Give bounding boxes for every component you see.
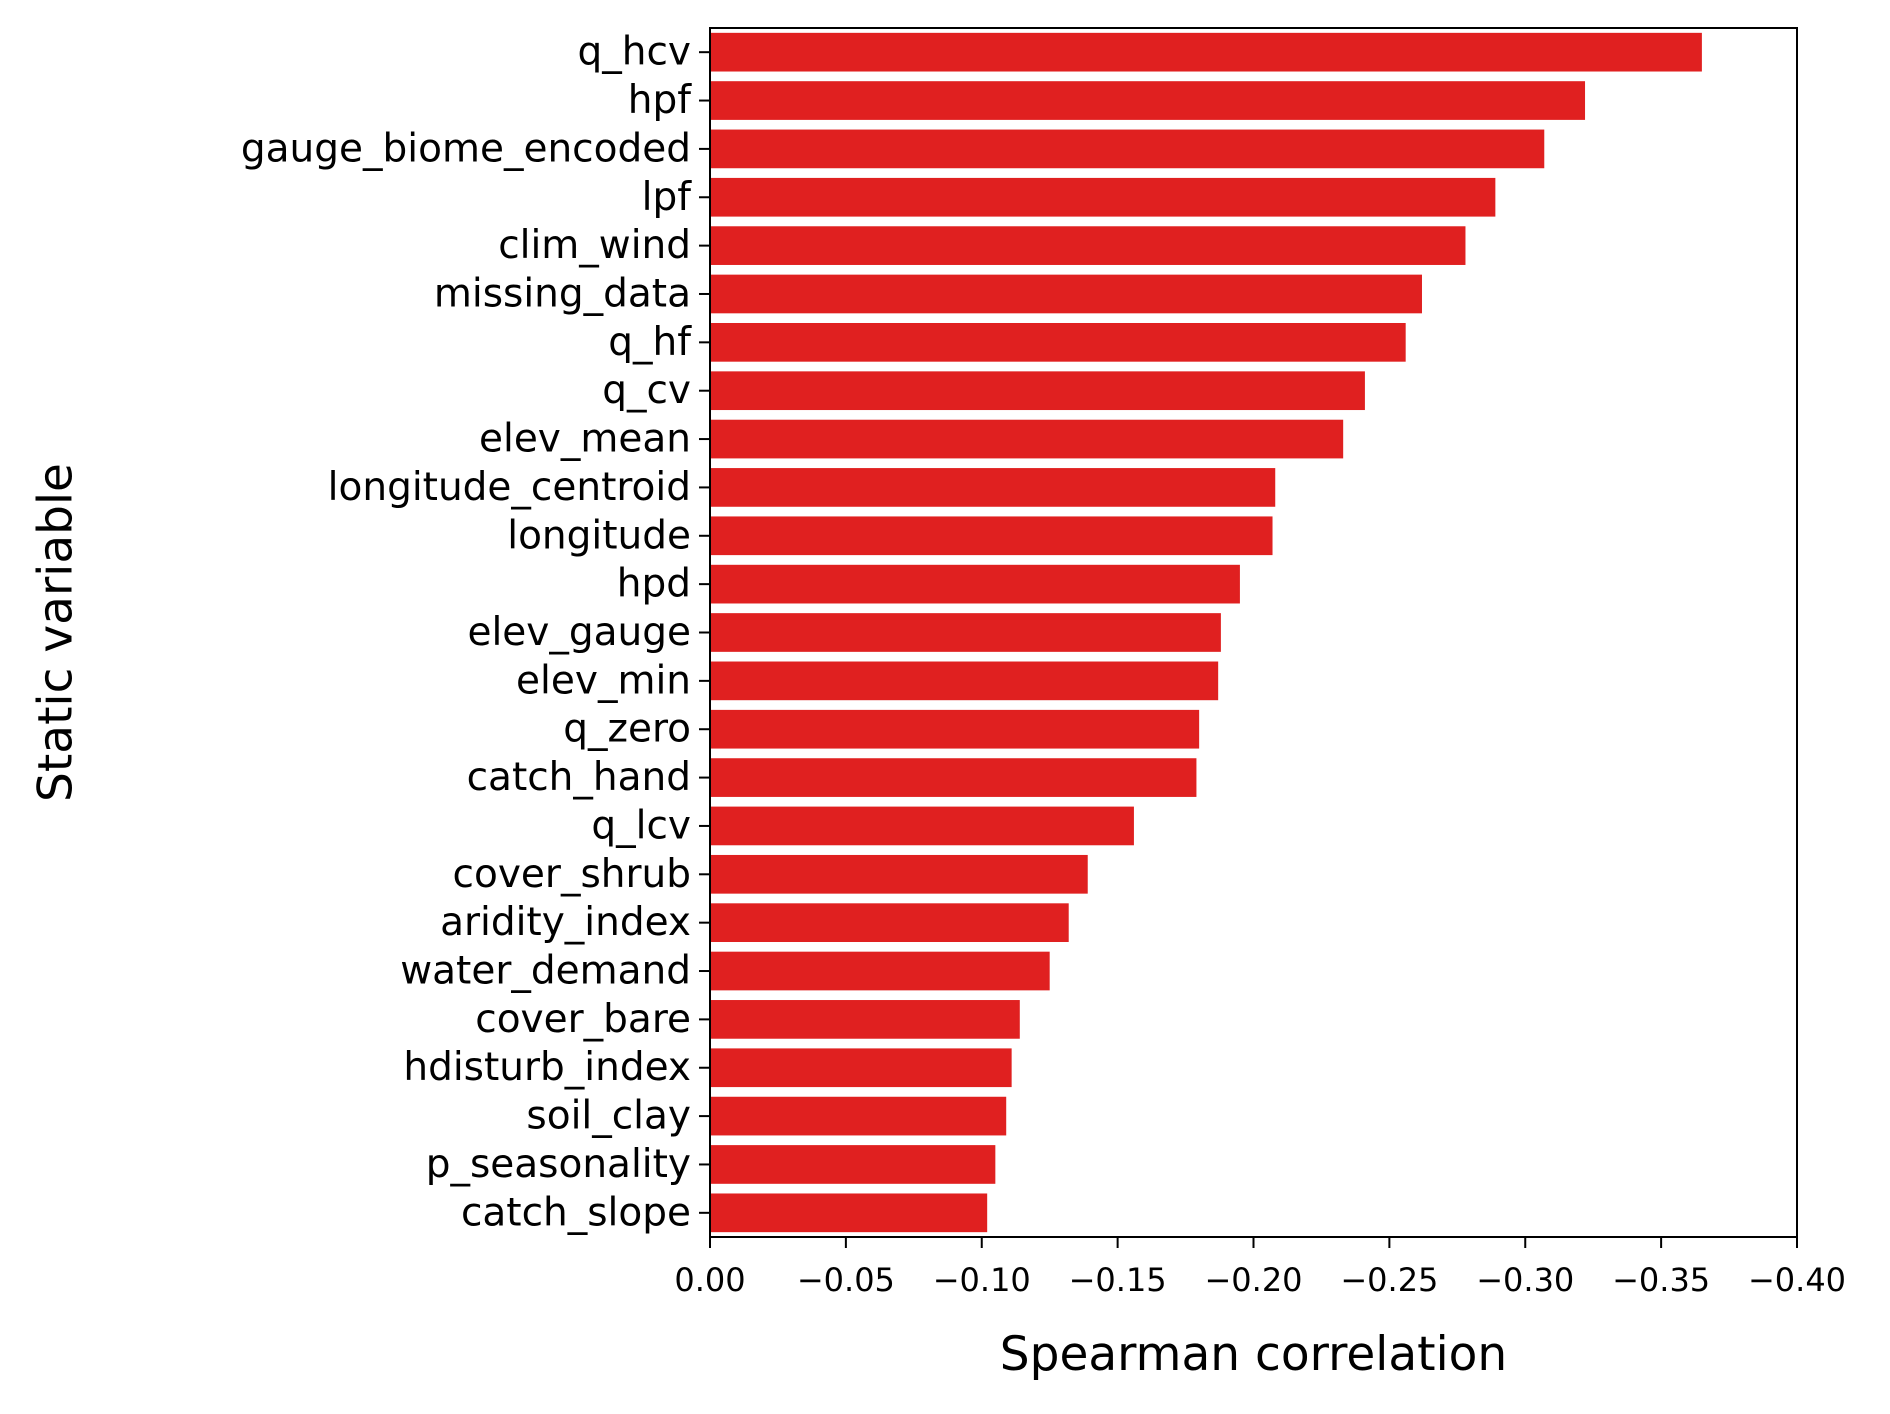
x-tick-label: −0.10 (933, 1261, 1031, 1299)
y-tick-label: longitude (507, 513, 691, 558)
bar-hdisturb-index (710, 1048, 1012, 1088)
bar-longitude (710, 516, 1273, 556)
bar-cover-shrub (710, 854, 1088, 894)
y-tick-label: water_demand (400, 949, 691, 994)
y-tick-label: gauge_biome_encoded (241, 126, 691, 171)
bar-q-hf (710, 322, 1406, 362)
bar-q-zero (710, 709, 1200, 749)
bar-gauge-biome-encoded (710, 129, 1545, 169)
bar-aridity-index (710, 903, 1069, 943)
y-tick-label: hpd (617, 562, 691, 607)
y-tick-label: soil_clay (526, 1094, 691, 1139)
plot-frame (709, 27, 1798, 1238)
y-tick-label: q_cv (602, 368, 691, 413)
x-axis-title: Spearman correlation (1000, 1327, 1507, 1382)
y-tick-label: p_seasonality (426, 1142, 691, 1187)
y-tick-label: lpf (642, 175, 693, 220)
x-tick-label: −0.35 (1612, 1261, 1710, 1299)
bar-cover-bare (710, 1000, 1020, 1039)
bar-lpf (710, 177, 1496, 217)
y-tick-label: hpf (628, 78, 692, 123)
bar-hpd (710, 564, 1240, 604)
bar-q-cv (710, 371, 1365, 411)
bar-p-seasonality (710, 1145, 996, 1184)
x-tick-label: −0.05 (797, 1261, 895, 1299)
y-tick-label: catch_hand (467, 755, 691, 800)
y-tick-label: aridity_index (440, 900, 691, 945)
bar-soil-clay (710, 1096, 1007, 1136)
bar-q-lcv (710, 806, 1134, 846)
ticks-layer: q_hcvhpfgauge_biome_encodedlpfclim_windm… (241, 30, 1846, 1299)
y-tick-label: elev_min (516, 658, 691, 703)
bar-catch-hand (710, 758, 1197, 797)
y-tick-label: clim_wind (498, 223, 691, 268)
y-tick-label: cover_bare (475, 997, 691, 1042)
x-tick-label: −0.30 (1476, 1261, 1574, 1299)
y-tick-label: q_zero (563, 707, 691, 752)
x-tick-label: −0.15 (1069, 1261, 1167, 1299)
bar-elev-min (710, 661, 1219, 701)
bar-catch-slope (710, 1193, 988, 1233)
y-tick-label: elev_gauge (467, 610, 691, 655)
bar-q-hcv (710, 32, 1702, 72)
bar-elev-mean (710, 419, 1344, 459)
bar-longitude-centroid (710, 468, 1276, 507)
y-tick-label: elev_mean (479, 417, 691, 462)
bar-elev-gauge (710, 613, 1221, 652)
y-tick-label: hdisturb_index (403, 1045, 691, 1090)
y-tick-label: q_lcv (591, 803, 691, 848)
y-tick-label: catch_slope (461, 1190, 691, 1235)
y-tick-label: longitude_centroid (328, 465, 691, 510)
y-axis-title: Static variable (29, 463, 84, 802)
y-tick-label: missing_data (434, 271, 691, 316)
x-tick-label: 0.00 (674, 1261, 745, 1299)
y-tick-label: q_hf (608, 320, 692, 365)
bar-water-demand (710, 951, 1050, 991)
bars-layer (710, 32, 1702, 1233)
y-tick-label: cover_shrub (453, 852, 691, 897)
y-tick-label: q_hcv (578, 30, 692, 75)
x-tick-label: −0.20 (1204, 1261, 1302, 1299)
bar-clim-wind (710, 226, 1466, 265)
x-tick-label: −0.40 (1748, 1261, 1846, 1299)
bar-missing-data (710, 274, 1422, 314)
bar-hpf (710, 81, 1586, 120)
x-tick-label: −0.25 (1340, 1261, 1438, 1299)
